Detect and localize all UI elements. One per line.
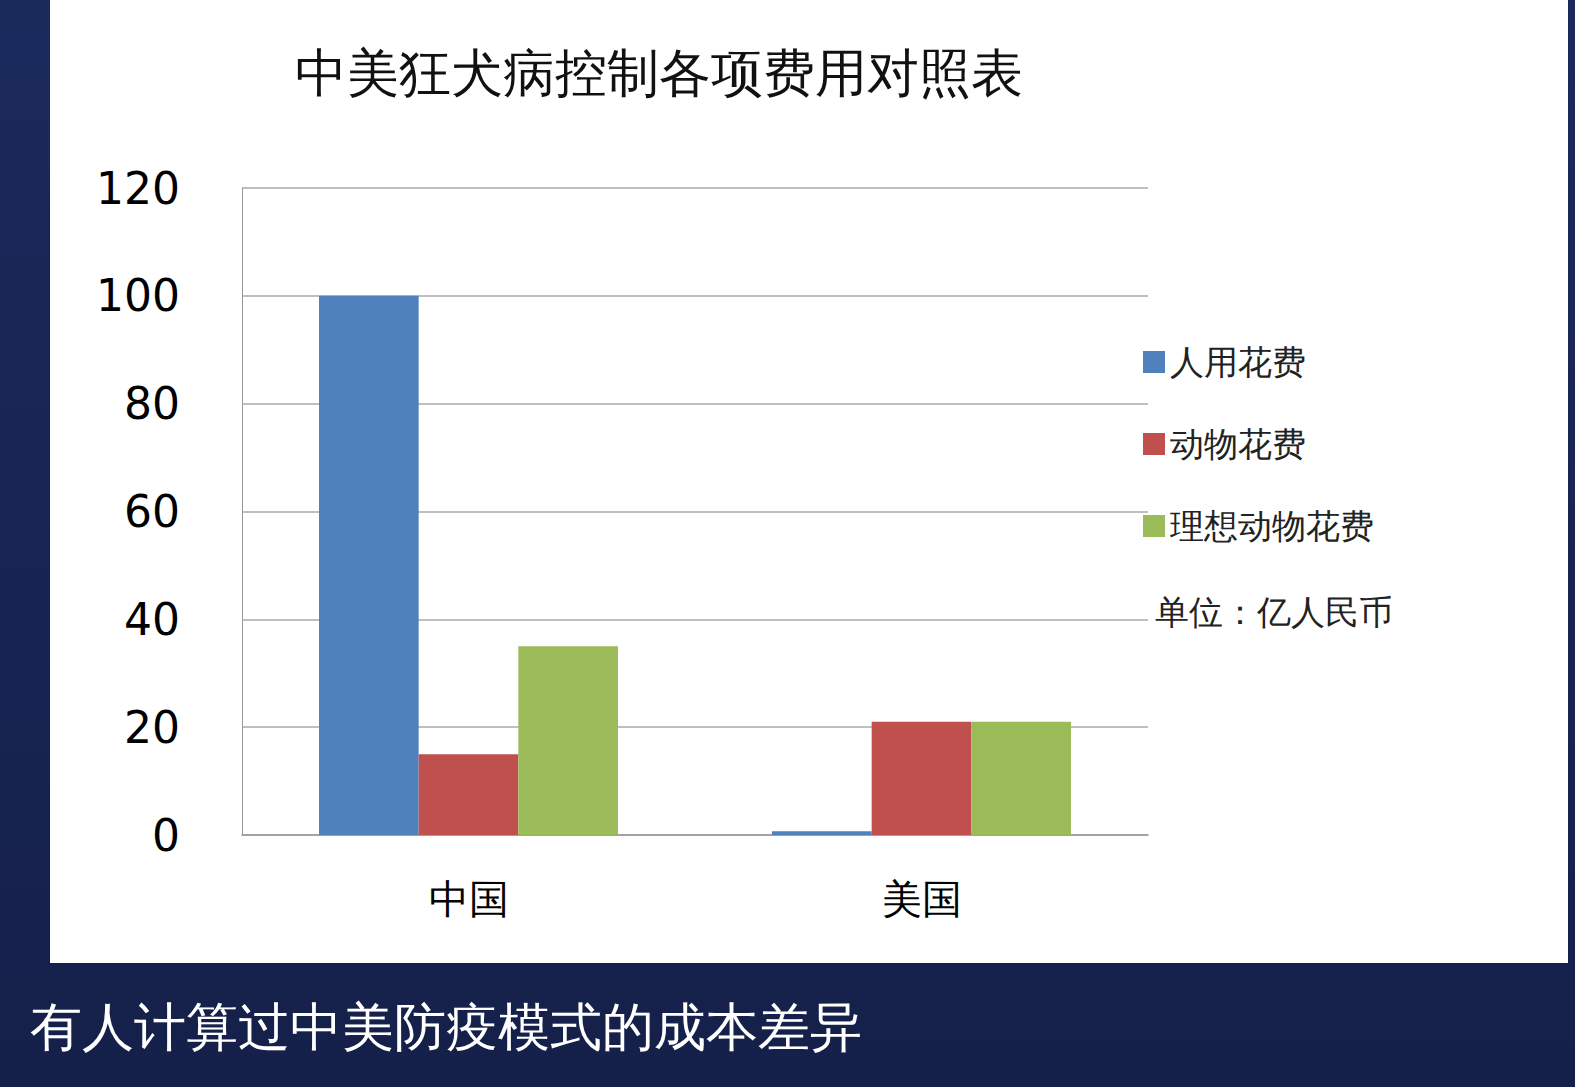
svg-text:40: 40 (124, 594, 180, 645)
svg-text:中国: 中国 (429, 876, 509, 922)
svg-text:人用花费: 人用花费 (1170, 342, 1306, 382)
svg-text:0: 0 (152, 810, 180, 861)
svg-text:120: 120 (96, 163, 180, 214)
svg-text:动物花费: 动物花费 (1170, 424, 1306, 464)
html-text:有人计算过中美防疫模式的成本差异: 有人计算过中美防疫模式的成本差异 (30, 997, 862, 1057)
svg-text:60: 60 (124, 486, 180, 537)
svg-text:中美狂犬病控制各项费用对照表: 中美狂犬病控制各项费用对照表 (295, 43, 1023, 103)
svg-text:100: 100 (96, 270, 180, 321)
svg-text:20: 20 (124, 702, 180, 753)
svg-text:单位：亿人民币: 单位：亿人民币 (1155, 592, 1393, 632)
svg-text:美国: 美国 (882, 876, 962, 922)
svg-text:80: 80 (124, 378, 180, 429)
svg-text:理想动物花费: 理想动物花费 (1170, 506, 1374, 546)
